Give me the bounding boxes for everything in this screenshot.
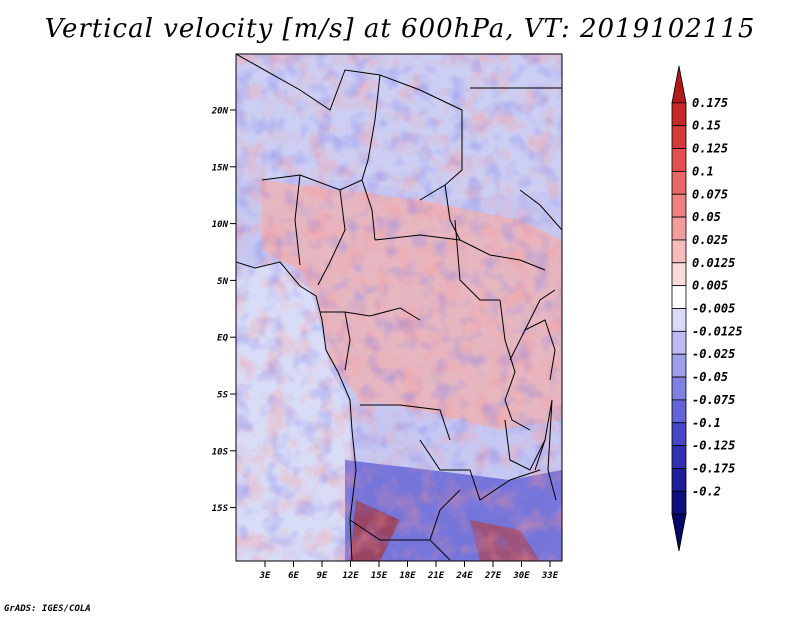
colorbar-label: -0.0125 [692,324,743,338]
colorbar-label: -0.1 [692,416,721,430]
colorbar-segment [671,285,687,309]
lat-label: 5S [217,391,228,401]
lat-label: 15N [212,163,229,173]
colorbar-segment [671,308,687,332]
colorbar-segment [671,102,687,127]
colorbar-label: 0.175 [692,96,728,110]
colorbar-segment [671,422,687,447]
colorbar-label: 0.0125 [692,256,735,270]
colorbar-segment [671,193,687,218]
colorbar-segment [671,125,687,149]
colorbar-label: 0.025 [692,233,728,247]
colorbar-segment [671,330,687,355]
country-borders [236,54,562,561]
longitude-axis: 3E 6E 9E 12E 15E 18E 21E 24E 27E 30E 33E [259,561,559,581]
lon-label: 33E [541,571,559,581]
colorbar-segment [671,216,687,241]
lat-label: EQ [217,334,228,344]
colorbar-label: 0.075 [692,187,728,201]
lat-label: 10N [212,220,229,230]
colorbar-segment [671,262,687,287]
velocity-field [236,54,562,561]
colorbar-bottom-arrow [671,513,687,552]
colorbar-label: -0.05 [692,370,728,384]
colorbar-segment [671,376,687,401]
colorbar-segment [671,468,687,492]
lat-label: 5N [217,277,228,287]
lon-label: 9E [317,571,328,581]
lon-label: 12E [342,571,359,581]
colorbar: 0.175 0.15 0.125 0.1 0.075 0.05 0.025 0.0125 0.0… [671,65,743,552]
colorbar-label: 0.05 [692,210,721,224]
lon-label: 6E [288,571,299,581]
lon-label: 27E [484,571,502,581]
lon-label: 24E [455,571,473,581]
colorbar-label: -0.2 [692,484,721,498]
lon-label: 3E [259,571,271,581]
colorbar-label: 0.1 [692,164,714,178]
colorbar-segment [671,148,687,172]
colorbar-label: -0.025 [692,347,735,361]
lon-label: 21E [427,571,445,581]
colorbar-segment [671,399,687,424]
colorbar-label: -0.125 [692,439,735,453]
lon-label: 15E [371,571,388,581]
colorbar-top-arrow [671,65,687,104]
lat-label: 15S [212,504,229,514]
chart-title: Vertical velocity [m/s] at 600hPa, VT: 2… [44,14,756,44]
colorbar-label: 0.15 [692,119,721,133]
latitude-axis: 20N 15N 10N 5N EQ 5S 10S 15S [211,107,236,514]
lon-label: 18E [399,571,416,581]
colorbar-segment [671,239,687,264]
colorbar-label: -0.005 [692,302,735,316]
lat-label: 20N [211,107,229,117]
lon-label: 30E [512,571,530,581]
colorbar-segment [671,490,687,515]
colorbar-label: -0.175 [692,461,735,475]
lat-label: 10S [212,447,229,457]
colorbar-segment [671,353,687,378]
colorbar-label: -0.075 [692,393,735,407]
colorbar-segment [671,170,687,195]
grads-credit: GrADS: IGES/COLA [4,604,91,614]
colorbar-label: 0.125 [692,142,728,156]
colorbar-label: 0.005 [692,279,728,293]
colorbar-segment [671,445,687,469]
map-frame [235,53,563,562]
